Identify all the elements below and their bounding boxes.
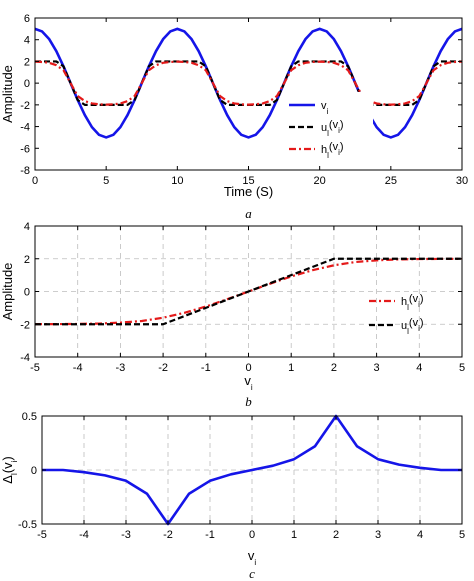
panel-caption: c (249, 566, 255, 581)
x-tick-label: 5 (459, 529, 465, 541)
y-tick-label: -2 (20, 100, 30, 112)
y-axis-label: Amplitude (0, 263, 15, 321)
y-tick-label: 0 (24, 287, 30, 299)
chart-panel-c: -5 -4 -3 -2 -1 0 1 2 3 4 5 -0.5 0 0.5 vi Δl(vi) c (0, 411, 465, 581)
y-tick-label: -4 (20, 122, 30, 134)
x-tick-label: -4 (79, 529, 89, 541)
x-tick-label: -4 (73, 362, 83, 374)
x-tick-label: -1 (201, 362, 211, 374)
x-tick-label: -2 (158, 362, 168, 374)
x-tick-label: -5 (30, 362, 40, 374)
x-axis-label: vi (248, 548, 257, 567)
legend-label-1: hl(vi) (401, 293, 424, 312)
series-line-2 (35, 257, 462, 326)
x-tick-label: 1 (288, 362, 294, 374)
x-tick-label: 1 (291, 529, 297, 541)
y-tick-label: 4 (24, 35, 30, 47)
legend-label-1: vi (321, 100, 329, 116)
y-tick-label: -6 (20, 143, 30, 155)
x-tick-label: 3 (375, 529, 381, 541)
legend-label-3: hl(vi) (321, 141, 344, 160)
chart-panel-b: -5 -4 -3 -2 -1 0 1 2 3 4 5-4-2024viAmplitudebhl(vi… (0, 221, 465, 409)
y-tick-label: 6 (24, 13, 30, 25)
series-line-1 (34, 27, 463, 139)
legend: hl(vi) ul(vi) (369, 293, 424, 336)
y-tick-label: -2 (20, 319, 30, 331)
x-axis-label: Time (S) (224, 184, 273, 199)
x-tick-label: 0 (249, 529, 255, 541)
x-axis-label: vi (244, 373, 253, 392)
plot-frame (34, 17, 463, 171)
x-tick-label: 0 (32, 175, 38, 187)
y-tick-label: 0.5 (22, 411, 37, 423)
x-tick-label: 20 (314, 175, 326, 187)
x-tick-label: 5 (459, 362, 465, 374)
y-tick-label: -8 (20, 165, 30, 177)
x-tick-label: 0 (245, 362, 251, 374)
series-line-2 (35, 60, 462, 106)
x-tick-label: 2 (333, 529, 339, 541)
y-axis-label: Δl(vi) (0, 456, 19, 483)
x-tick-label: -5 (37, 529, 47, 541)
panel-caption: b (245, 394, 252, 409)
x-tick-label: 4 (416, 362, 422, 374)
x-tick-label: 30 (456, 175, 468, 187)
x-tick-label: 10 (171, 175, 183, 187)
y-tick-label: 2 (24, 254, 30, 266)
y-tick-label: 0 (24, 78, 30, 90)
x-tick-label: 25 (385, 175, 397, 187)
x-tick-label: 5 (103, 175, 109, 187)
panel-caption: a (245, 206, 252, 221)
x-tick-label: -1 (205, 529, 215, 541)
series-line-1 (42, 414, 462, 526)
chart-panel-a: 0 5 10 15 20 25 30 -8 -6 -4 -2 0 2 4 6 Time (S) Amplitud… (0, 13, 468, 221)
x-tick-label: 3 (374, 362, 380, 374)
y-tick-label: -0.5 (18, 519, 37, 531)
series-line-3 (34, 60, 463, 106)
x-tick-label: 4 (417, 529, 423, 541)
y-axis-label: Amplitude (0, 65, 15, 123)
x-tick-label: 15 (242, 175, 254, 187)
x-tick-label: -3 (116, 362, 126, 374)
x-tick-label: -3 (121, 529, 131, 541)
y-tick-label: 2 (24, 56, 30, 68)
series-line-1 (35, 257, 462, 326)
x-tick-label: -2 (163, 529, 173, 541)
legend-label-2: ul(vi) (321, 119, 344, 138)
y-tick-label: 4 (24, 221, 30, 233)
y-tick-label: -4 (20, 352, 30, 364)
y-tick-label: 0 (31, 465, 37, 477)
legend-label-2: ul(vi) (401, 317, 424, 336)
x-tick-label: 2 (331, 362, 337, 374)
legend: vi ul(vi) hl(vi) (285, 92, 373, 166)
